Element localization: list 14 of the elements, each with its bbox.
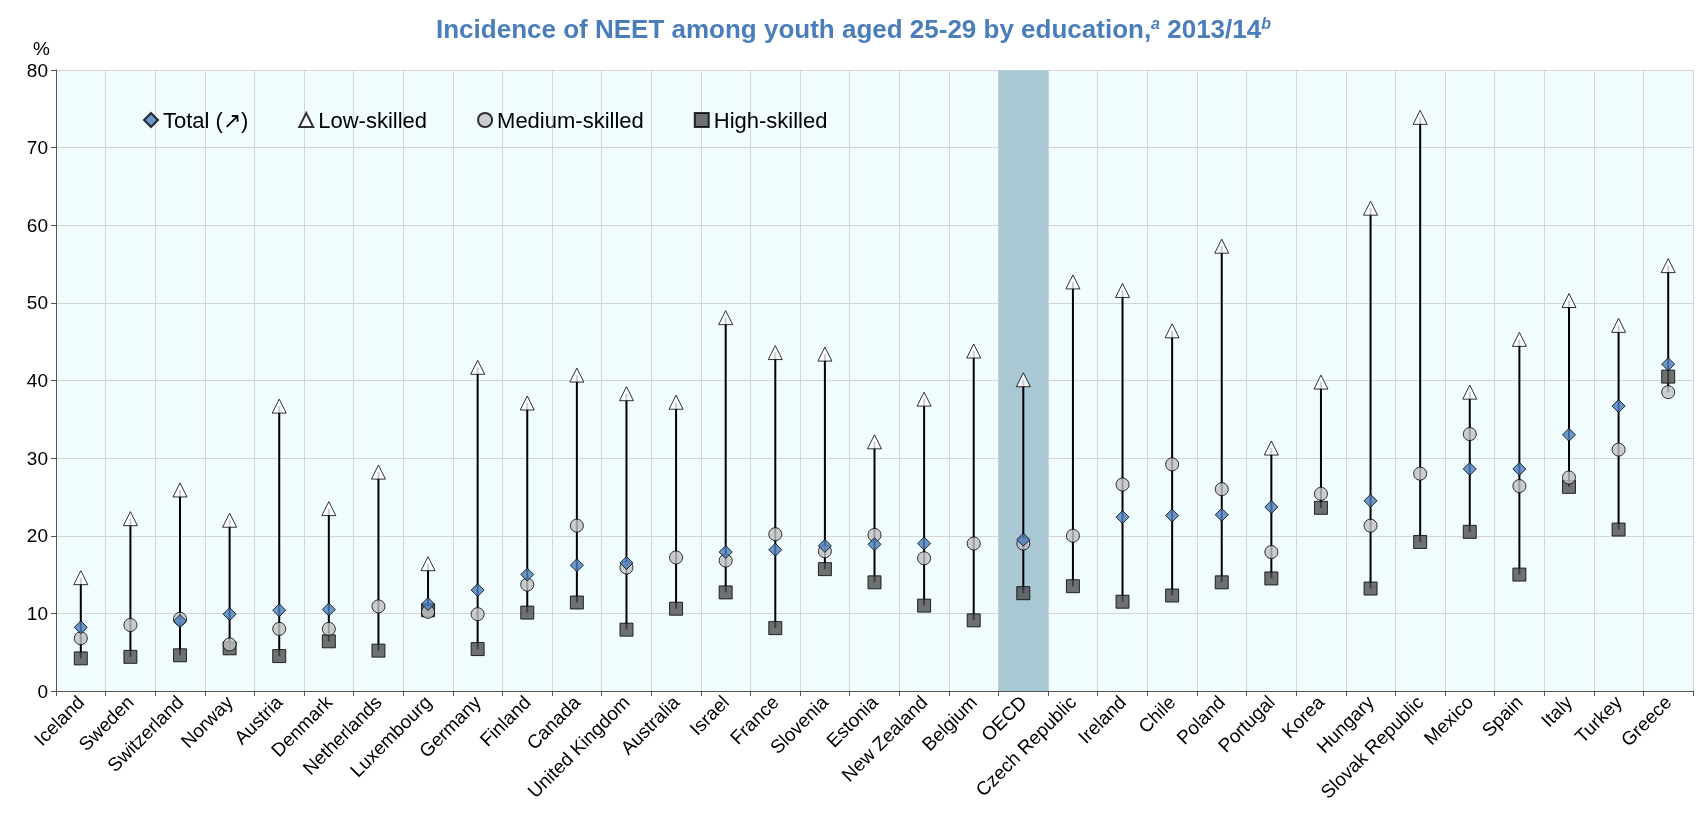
y-tick-label: 70	[26, 137, 48, 159]
y-tick-label: 10	[26, 602, 48, 624]
y-tick-label: 80	[26, 59, 48, 81]
x-tick-label: Italy	[1536, 691, 1577, 732]
legend-label: Low-skilled	[318, 107, 428, 133]
y-tick-label: 20	[26, 525, 48, 547]
y-tick-label: 60	[26, 214, 48, 236]
legend-label: High-skilled	[713, 107, 828, 133]
y-tick-label: 30	[26, 447, 48, 469]
y-axis-title: %	[33, 38, 51, 59]
y-tick-label: 50	[26, 292, 48, 314]
legend-label: Medium-skilled	[497, 107, 644, 133]
legend-label: Total (↗)	[163, 107, 249, 133]
y-tick-label: 40	[26, 370, 48, 391]
